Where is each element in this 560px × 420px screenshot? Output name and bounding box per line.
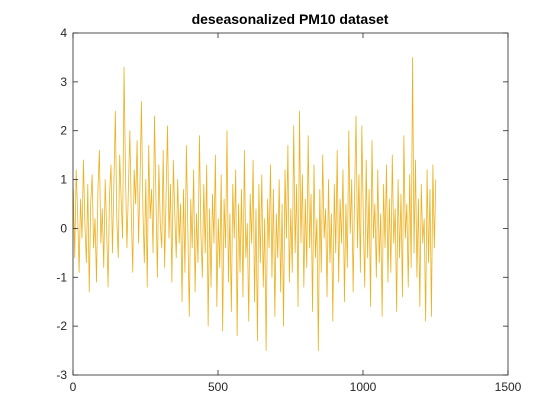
y-tick-label: 4 [60,26,67,40]
y-tick-label: -1 [56,270,67,284]
y-tick-label: -3 [56,368,67,382]
y-tick-label: 3 [60,75,67,89]
series-layer [72,57,437,351]
x-tick-label: 500 [208,380,228,394]
x-tick-label: 1500 [495,380,522,394]
axes: 0 500 1000 1500 -3 -2 -1 0 1 2 3 4 [56,26,521,394]
y-tick-label: 1 [60,173,67,187]
x-tick-label: 0 [70,380,77,394]
x-tick-label: 1000 [350,380,377,394]
series-line-1 [72,57,437,351]
y-tick-label: 2 [60,124,67,138]
axes-box [72,32,509,376]
chart-title: deseasonalized PM10 dataset [192,11,389,27]
y-tick-label: -2 [56,319,67,333]
y-tick-label: 0 [60,221,67,235]
